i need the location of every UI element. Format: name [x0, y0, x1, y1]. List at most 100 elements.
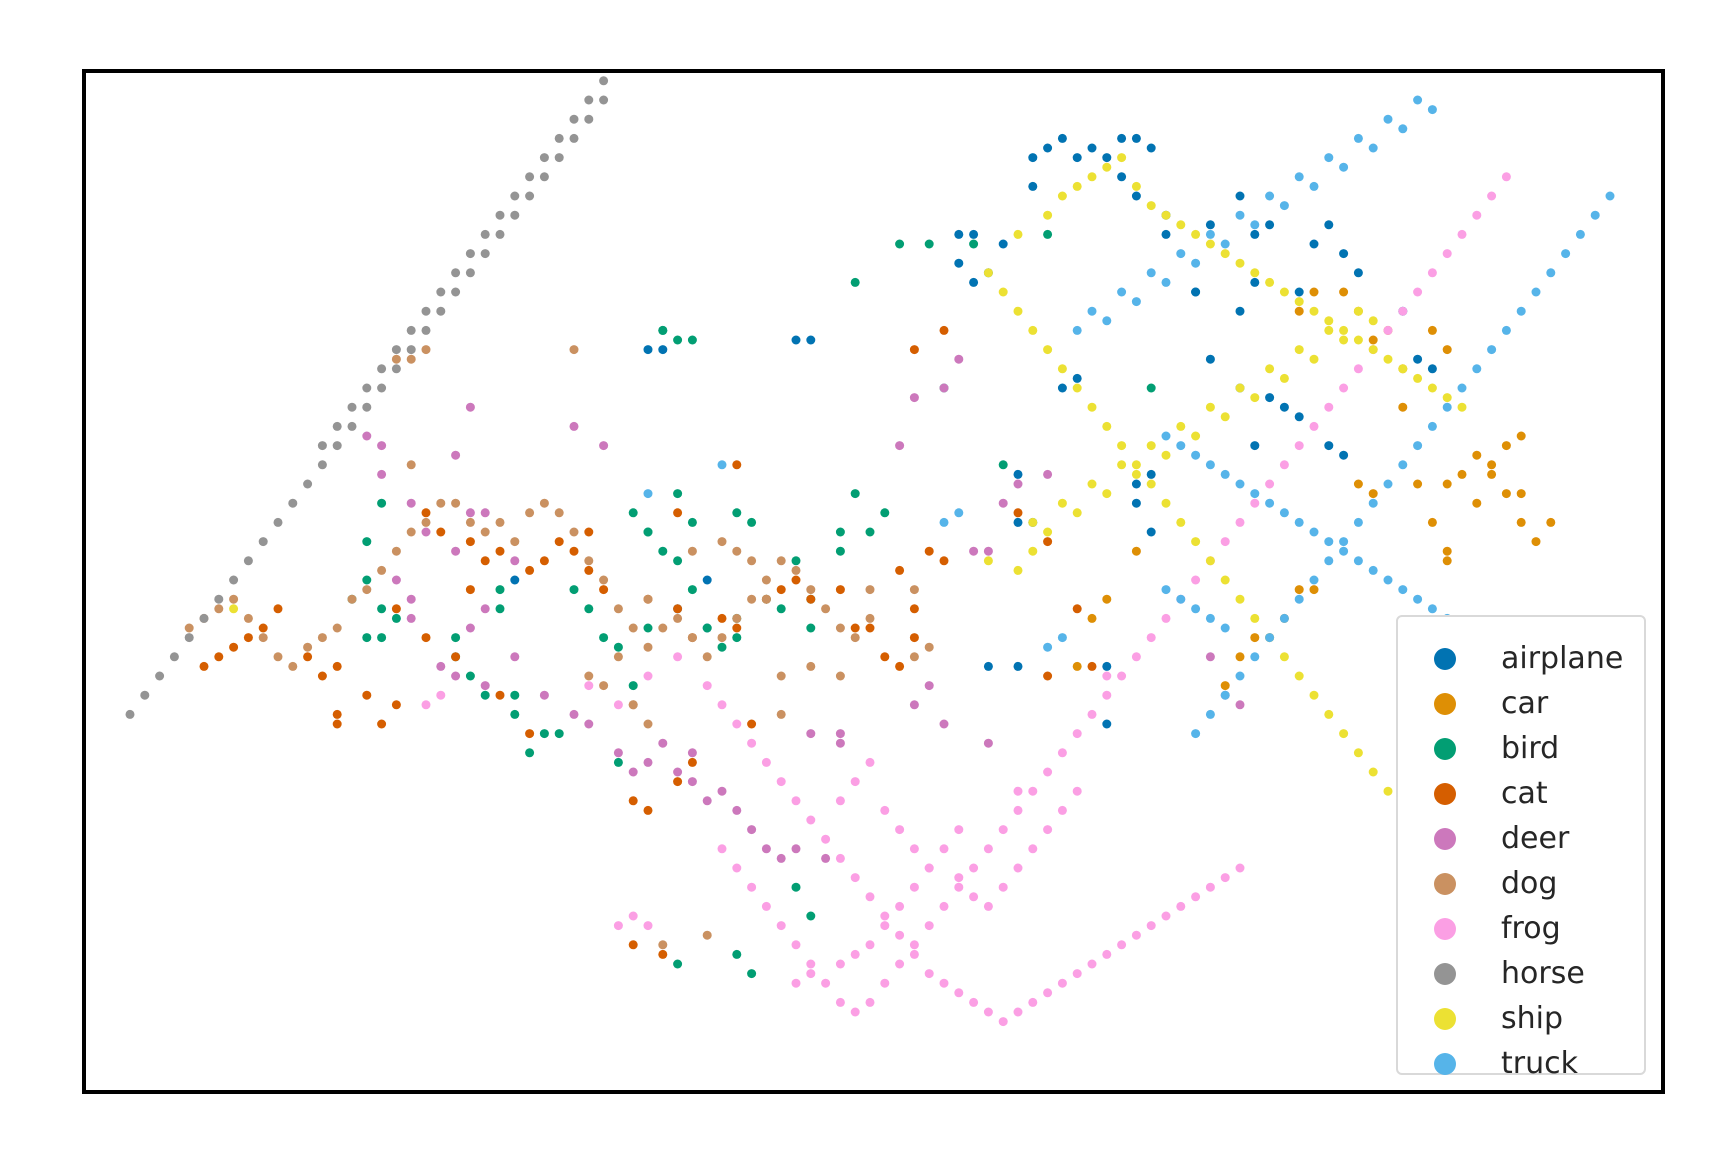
point-frog	[895, 959, 905, 969]
point-cat	[303, 652, 313, 662]
point-frog	[1013, 863, 1023, 873]
point-horse	[317, 441, 327, 451]
point-deer	[465, 623, 475, 633]
point-horse	[377, 383, 387, 393]
point-horse	[495, 210, 505, 220]
point-frog	[983, 1007, 993, 1017]
point-deer	[539, 690, 549, 700]
point-dog	[569, 345, 579, 355]
point-truck	[1161, 431, 1171, 441]
point-frog	[1191, 892, 1201, 902]
point-frog	[1102, 949, 1112, 959]
point-cat	[1043, 671, 1053, 681]
point-dog	[525, 508, 535, 518]
point-dog	[332, 623, 342, 633]
point-bird	[924, 239, 934, 249]
point-deer	[406, 498, 416, 508]
point-deer	[806, 729, 816, 739]
point-frog	[865, 757, 875, 767]
point-dog	[539, 498, 549, 508]
point-frog	[1442, 249, 1452, 259]
point-truck	[717, 460, 727, 470]
point-dog	[584, 671, 594, 681]
point-deer	[391, 575, 401, 585]
point-ship	[1146, 441, 1156, 451]
point-ship	[1353, 306, 1363, 316]
point-horse	[495, 229, 505, 239]
point-truck	[1279, 613, 1289, 623]
point-airplane	[1043, 143, 1053, 153]
point-frog	[747, 738, 757, 748]
point-airplane	[1413, 354, 1423, 364]
point-airplane	[791, 335, 801, 345]
point-car	[1294, 306, 1304, 316]
point-ship	[1353, 335, 1363, 345]
point-cat	[658, 949, 668, 959]
point-dog	[273, 652, 283, 662]
point-frog	[1353, 364, 1363, 374]
point-truck	[1294, 172, 1304, 182]
point-dog	[806, 661, 816, 671]
point-ship	[1309, 306, 1319, 316]
point-ship	[1161, 210, 1171, 220]
point-ship	[1398, 364, 1408, 374]
legend-item-bird: bird	[1398, 729, 1644, 769]
point-frog	[998, 825, 1008, 835]
point-ship	[1235, 383, 1245, 393]
point-dog	[717, 633, 727, 643]
point-dog	[673, 613, 683, 623]
point-truck	[1176, 441, 1186, 451]
point-dog	[717, 537, 727, 547]
point-ship	[1176, 517, 1186, 527]
point-car	[1487, 460, 1497, 470]
point-ship	[1191, 537, 1201, 547]
point-deer	[909, 393, 919, 403]
point-frog	[983, 901, 993, 911]
point-dog	[732, 546, 742, 556]
point-deer	[954, 354, 964, 364]
point-horse	[229, 575, 239, 585]
point-horse	[273, 517, 283, 527]
point-truck	[1146, 268, 1156, 278]
point-horse	[391, 364, 401, 374]
point-frog	[998, 882, 1008, 892]
point-cat	[480, 556, 490, 566]
point-cat	[258, 623, 268, 633]
point-frog	[909, 940, 919, 950]
point-cat	[865, 623, 875, 633]
legend-label: car	[1501, 686, 1549, 721]
point-truck	[1398, 585, 1408, 595]
point-frog	[983, 844, 993, 854]
point-bird	[673, 959, 683, 969]
point-airplane	[643, 345, 653, 355]
point-deer	[436, 661, 446, 671]
point-frog	[954, 988, 964, 998]
point-bird	[850, 277, 860, 287]
point-airplane	[510, 575, 520, 585]
point-dog	[776, 671, 786, 681]
point-ship	[1220, 249, 1230, 259]
point-bird	[554, 729, 564, 739]
point-frog	[954, 882, 964, 892]
point-deer	[480, 508, 490, 518]
point-ship	[1191, 431, 1201, 441]
point-truck	[1117, 287, 1127, 297]
point-truck	[1205, 460, 1215, 470]
point-frog	[1043, 988, 1053, 998]
point-bird	[628, 681, 638, 691]
point-bird	[465, 671, 475, 681]
legend-item-frog: frog	[1398, 909, 1644, 949]
legend-marker-icon	[1434, 1053, 1456, 1075]
point-frog	[1294, 441, 1304, 451]
point-cat	[317, 671, 327, 681]
point-ship	[1339, 729, 1349, 739]
legend-item-car: car	[1398, 684, 1644, 724]
point-airplane	[1250, 441, 1260, 451]
point-cat	[569, 546, 579, 556]
legend-label: airplane	[1501, 641, 1624, 676]
point-airplane	[1205, 354, 1215, 364]
point-deer	[1043, 469, 1053, 479]
legend-marker-icon	[1434, 873, 1456, 895]
point-airplane	[1353, 268, 1363, 278]
point-frog	[1102, 690, 1112, 700]
